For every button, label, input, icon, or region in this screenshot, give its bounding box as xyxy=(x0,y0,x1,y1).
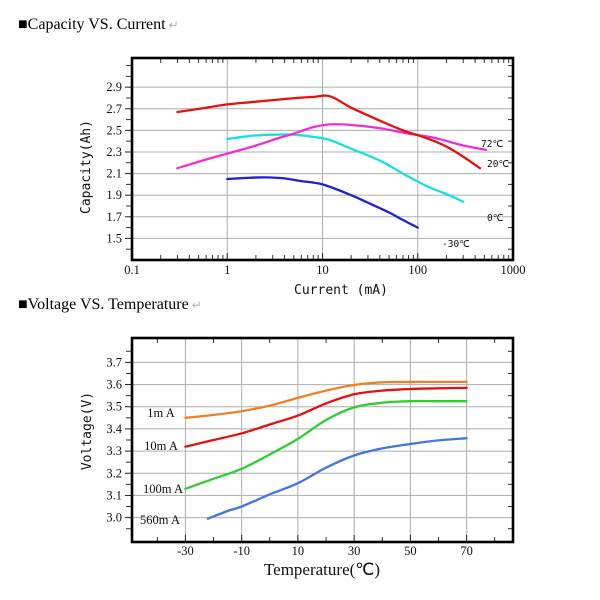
y-tick-label: 3.0 xyxy=(106,511,122,525)
curve-72 xyxy=(176,123,488,170)
section-title-text: ■Capacity VS. Current xyxy=(18,16,166,33)
y-tick-label: 3.3 xyxy=(106,444,122,458)
series-label-10m-a: 10m A xyxy=(144,439,178,453)
y-tick-label: 1.9 xyxy=(106,188,122,202)
x-tick-label: 1 xyxy=(224,263,230,277)
voltage-vs-temperature-plot: 560m A 100m A 10m A 1m A -30 -10 10 30 50 70 3.0 3.… xyxy=(106,336,515,558)
y-tick-label: 3.2 xyxy=(106,466,122,480)
x-tick-label: 100 xyxy=(408,263,427,277)
curve-1m-a xyxy=(184,380,468,419)
x-tick-label: 50 xyxy=(404,544,417,558)
y-tick-label: 3.5 xyxy=(106,400,122,414)
x-tick-label: 1000 xyxy=(501,263,526,277)
x-tick-label: -30 xyxy=(177,544,194,558)
section-title-capacity-vs-current: ■Capacity VS. Current ↵ xyxy=(18,16,179,34)
x-tick-label: 0.1 xyxy=(124,263,140,277)
return-mark-icon: ↵ xyxy=(191,298,202,312)
y-tick-label: 2.9 xyxy=(106,80,122,94)
series-label-20: 20℃ xyxy=(487,159,509,170)
series-label-72: 72℃ xyxy=(481,139,503,150)
curve-0 xyxy=(226,133,465,203)
section-title-voltage-vs-temperature: ■Voltage VS. Temperature ↵ xyxy=(18,296,202,314)
y-tick-label: 3.6 xyxy=(106,378,122,392)
chart2-x-axis-title: Temperature(℃) xyxy=(264,560,380,579)
chart1-x-axis-title: Current (mA) xyxy=(294,283,388,298)
chart2-y-axis-title: Voltage(V) xyxy=(80,392,95,470)
y-tick-label: 2.5 xyxy=(106,123,122,137)
y-tick-label: 3.1 xyxy=(106,488,122,502)
curve-560m-a xyxy=(206,437,468,520)
y-tick-label: 3.4 xyxy=(106,422,122,436)
x-tick-label: -10 xyxy=(233,544,250,558)
plot-frame xyxy=(130,56,515,262)
y-tick-label: 1.5 xyxy=(106,231,122,245)
y-tick-label: 1.7 xyxy=(106,210,122,224)
series-label-560m-a: 560m A xyxy=(140,513,180,527)
curve-20 xyxy=(176,94,482,170)
y-tick-label: 3.7 xyxy=(106,355,122,369)
x-tick-label: 30 xyxy=(348,544,361,558)
curve-30 xyxy=(226,176,419,229)
return-mark-icon: ↵ xyxy=(168,18,179,32)
curve-10m-a xyxy=(184,386,468,448)
series-label-0: 0℃ xyxy=(487,213,504,224)
series-label-30: -30℃ xyxy=(442,239,470,250)
y-tick-label: 2.3 xyxy=(106,145,122,159)
x-tick-label: 10 xyxy=(292,544,305,558)
capacity-vs-current-plot: -30℃ 0℃ 72℃ 20℃ 0.1 1 10 100 1000 1.5 1.7 1.9 2.1 2.3… xyxy=(106,56,526,277)
series-label-1m-a: 1m A xyxy=(147,406,174,420)
chart1-y-axis-title: Capacity(Ah) xyxy=(79,120,94,214)
series-label-100m-a: 100m A xyxy=(143,482,183,496)
y-tick-label: 2.7 xyxy=(106,102,122,116)
x-tick-label: 70 xyxy=(460,544,473,558)
plot-frame xyxy=(130,336,515,544)
section-title-text: ■Voltage VS. Temperature xyxy=(18,296,189,313)
x-tick-label: 10 xyxy=(316,263,329,277)
y-tick-label: 2.1 xyxy=(106,167,122,181)
curve-100m-a xyxy=(184,399,468,490)
